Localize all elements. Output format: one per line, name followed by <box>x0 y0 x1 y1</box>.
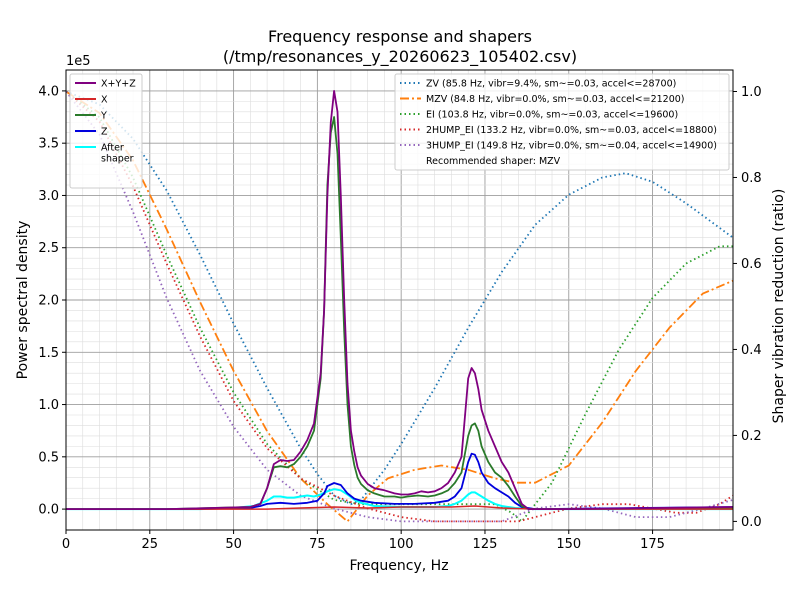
y-tick-label: 2.0 <box>38 294 59 309</box>
y-offset-label: 1e5 <box>66 54 91 69</box>
y2-tick-label: 0.6 <box>741 257 762 272</box>
x-tick-label: 125 <box>473 537 498 552</box>
y-tick-label: 1.5 <box>38 346 59 361</box>
legend-label-x-y-z: X+Y+Z <box>101 79 136 90</box>
psd-x-line <box>66 505 733 510</box>
legend-right: ZV (85.8 Hz, vibr=9.4%, sm~=0.03, accel<… <box>394 73 730 171</box>
y2-tick-label: 0.8 <box>741 171 762 186</box>
plot-area <box>66 90 733 523</box>
shaper-zv-line <box>66 90 733 506</box>
legend-left-box <box>69 73 143 189</box>
legend-label-zv: ZV (85.8 Hz, vibr=9.4%, sm~=0.03, accel<… <box>426 79 676 90</box>
legend-label-z: Z <box>101 127 108 138</box>
legend-label-after: shaper <box>101 154 134 165</box>
x-tick-label: 50 <box>225 537 242 552</box>
y-tick-label: 3.0 <box>38 189 59 204</box>
y-tick-label: 0.0 <box>38 503 59 518</box>
y-tick-label: 2.5 <box>38 241 59 256</box>
psd-x-y-z-line <box>66 90 733 510</box>
y2-axis: 0.0 0.2 0.4 0.6 0.8 1.0 <box>733 85 762 530</box>
x-axis: 0 25 50 75 100 125 150 175 <box>62 530 665 552</box>
legend-label-mzv: MZV (84.8 Hz, vibr=0.0%, sm~=0.03, accel… <box>426 94 685 105</box>
legend-label-x: X <box>101 95 108 106</box>
legend-label-after: After <box>101 143 124 154</box>
x-tick-label: 150 <box>556 537 581 552</box>
y2-tick-label: 1.0 <box>741 85 762 100</box>
shaper-ei-line <box>66 90 733 523</box>
legend-label-2hump-ei: 2HUMP_EI (133.2 Hz, vibr=0.0%, sm~=0.03,… <box>426 125 717 136</box>
chart-title-line-1: Frequency response and shapers <box>268 27 532 46</box>
x-tick-label: 25 <box>142 537 159 552</box>
recommended-shaper-text: Recommended shaper: MZV <box>426 156 561 167</box>
x-axis-label: Frequency, Hz <box>349 558 448 574</box>
y2-tick-label: 0.4 <box>741 343 762 358</box>
y-axis: 0.0 0.5 1.0 1.5 2.0 2.5 3.0 3.5 4.0 <box>38 84 66 518</box>
legend-label-y: Y <box>100 111 107 122</box>
psd-y-line <box>66 116 733 510</box>
shaper-mzv-line <box>66 90 733 523</box>
psd-z-line <box>66 452 733 510</box>
legend-label-3hump-ei: 3HUMP_EI (149.8 Hz, vibr=0.0%, sm~=0.04,… <box>426 141 717 152</box>
y-axis-label: Power spectral density <box>15 221 31 380</box>
x-tick-label: 175 <box>640 537 665 552</box>
y2-tick-label: 0.0 <box>741 515 762 530</box>
psd-after-line <box>66 488 733 511</box>
x-tick-label: 0 <box>62 537 70 552</box>
y-tick-label: 4.0 <box>38 84 59 99</box>
legend-right-box <box>394 73 730 171</box>
y2-axis-label: Shaper vibration reduction (ratio) <box>771 189 787 424</box>
y-tick-label: 1.0 <box>38 398 59 413</box>
y2-tick-label: 0.2 <box>741 429 762 444</box>
shaper-3hump-ei-line <box>66 90 733 523</box>
x-tick-label: 75 <box>309 537 326 552</box>
legend-label-ei: EI (103.8 Hz, vibr=0.0%, sm~=0.03, accel… <box>426 110 678 121</box>
y-tick-label: 0.5 <box>38 450 59 465</box>
chart-title-line-2: (/tmp/resonances_y_20260623_105402.csv) <box>223 47 577 67</box>
y-tick-label: 3.5 <box>38 137 59 152</box>
x-tick-label: 100 <box>389 537 414 552</box>
